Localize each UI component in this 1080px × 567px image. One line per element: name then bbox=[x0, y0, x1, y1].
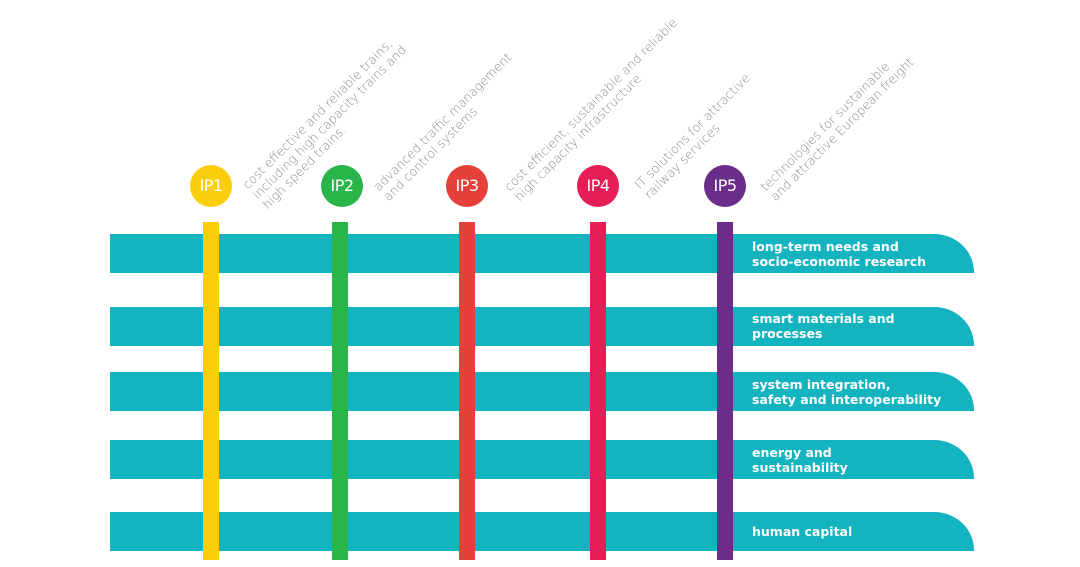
ip2-badge: IP2 bbox=[321, 165, 363, 207]
theme-band-1 bbox=[110, 234, 974, 273]
ip4-bar bbox=[590, 222, 606, 560]
ip5-bar bbox=[717, 222, 733, 560]
ip5-badge: IP5 bbox=[704, 165, 746, 207]
ip4-badge: IP4 bbox=[577, 165, 619, 207]
theme-label: energy and sustainability bbox=[752, 445, 848, 475]
description-line: technologies for sustainable bbox=[757, 58, 893, 194]
ip1-bar bbox=[203, 222, 219, 560]
theme-label: long-term needs and socio-economic resea… bbox=[752, 239, 926, 269]
description-line: cost effective and reliable trains, bbox=[239, 35, 396, 192]
ip1-badge: IP1 bbox=[190, 165, 232, 207]
theme-label: system integration, safety and interoper… bbox=[752, 377, 942, 407]
theme-band-5 bbox=[110, 512, 974, 551]
ip3-badge: IP3 bbox=[446, 165, 488, 207]
theme-band-3 bbox=[110, 372, 974, 411]
ip5-description: technologies for sustainable and attract… bbox=[757, 45, 917, 204]
theme-label: human capital bbox=[752, 524, 853, 539]
theme-label: smart materials and processes bbox=[752, 311, 895, 341]
ip2-bar bbox=[332, 222, 348, 560]
ip3-bar bbox=[459, 222, 475, 560]
theme-band-4 bbox=[110, 440, 974, 479]
description-line: and attractive European freight bbox=[767, 54, 917, 204]
theme-band-2 bbox=[110, 307, 974, 346]
